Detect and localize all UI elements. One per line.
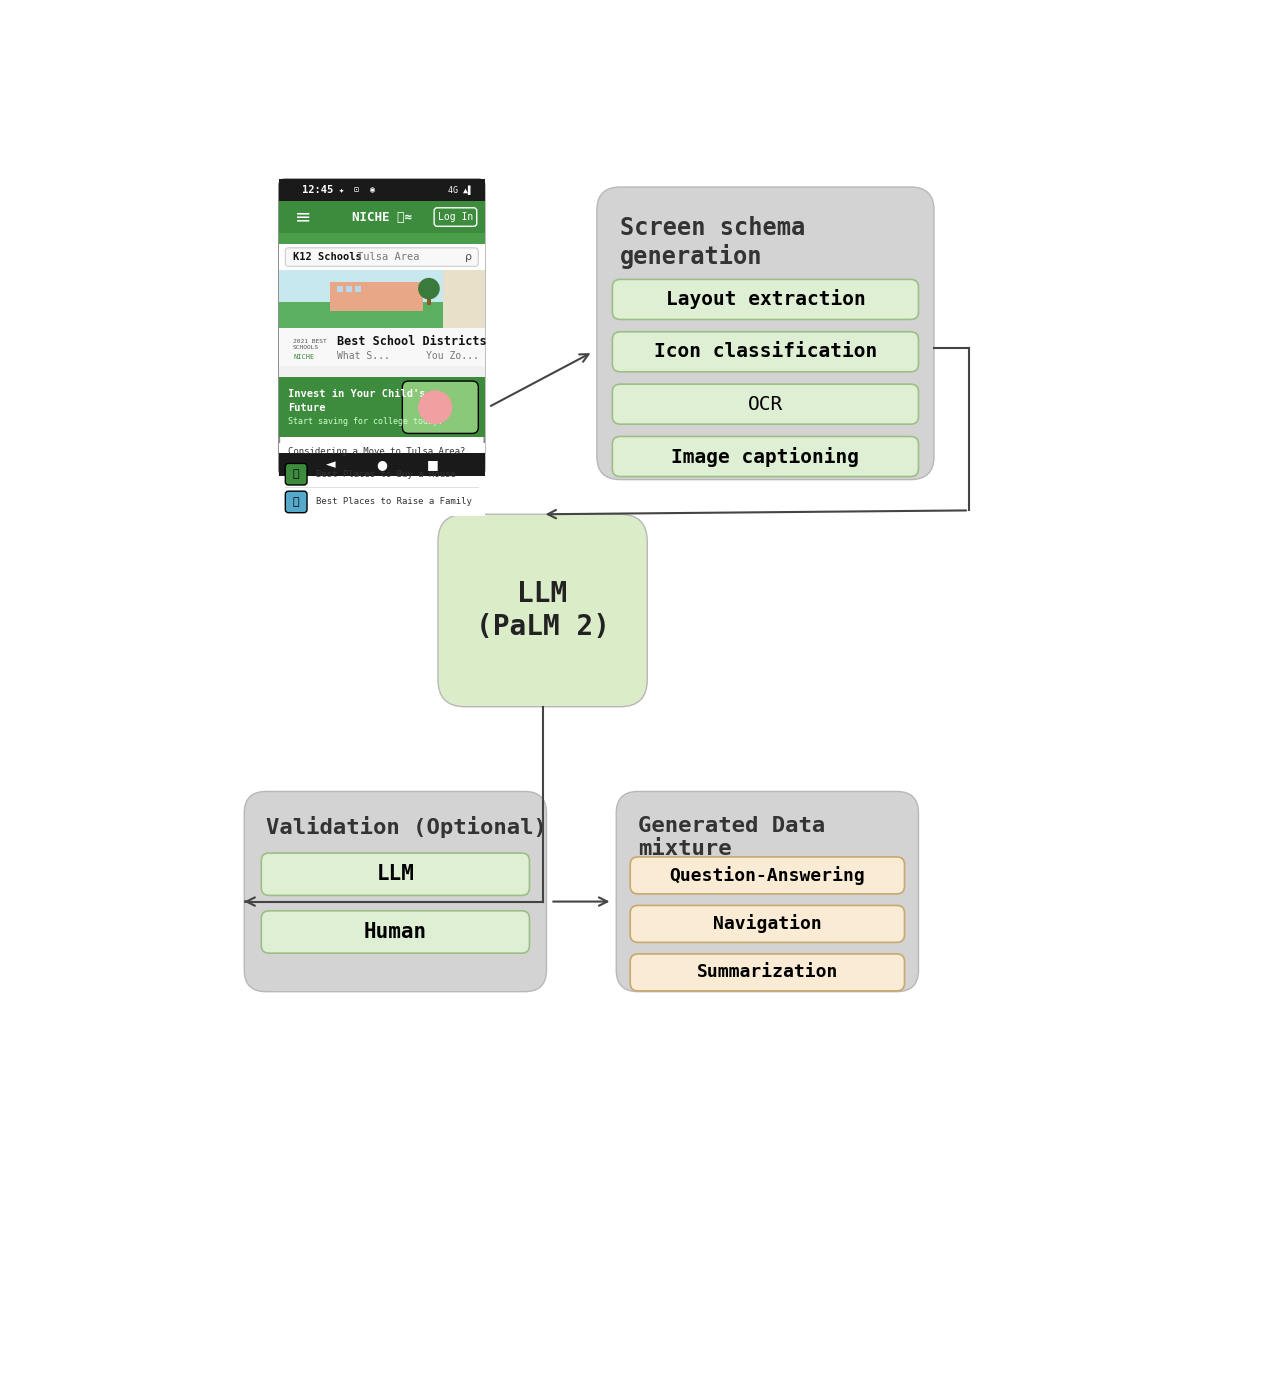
Text: Future: Future [289,403,326,412]
Bar [279,443,485,460]
Text: ◄: ◄ [326,457,336,471]
Text: K12 Schools: K12 Schools [293,252,361,261]
Text: Generated Data
mixture: Generated Data mixture [639,816,826,860]
FancyBboxPatch shape [630,857,904,893]
FancyBboxPatch shape [612,331,918,372]
Text: NICHE: NICHE [293,354,314,361]
Text: ρ: ρ [466,252,472,261]
Text: NICHE ⓝ≈: NICHE ⓝ≈ [352,211,412,224]
Text: OCR: OCR [748,394,784,414]
Text: Validation (Optional): Validation (Optional) [266,816,547,837]
Text: ✦: ✦ [338,186,343,194]
FancyBboxPatch shape [285,464,307,485]
Bar [444,270,485,329]
Text: ◉: ◉ [370,186,375,194]
Text: 12:45: 12:45 [303,185,333,196]
Text: Invest in Your Child's: Invest in Your Child's [289,389,426,400]
Bar [279,245,485,270]
Text: You Zo...: You Zo... [426,351,480,361]
Text: 👤: 👤 [293,496,299,507]
FancyBboxPatch shape [630,906,904,942]
Circle shape [418,278,440,299]
FancyBboxPatch shape [285,247,478,267]
Bar [279,302,485,329]
Text: 🏢: 🏢 [293,470,299,480]
Bar [279,366,485,377]
Text: ≡: ≡ [295,207,310,226]
Text: Human: Human [364,923,427,942]
Bar [279,179,485,201]
Text: ■: ■ [427,457,439,471]
Bar [355,287,361,292]
Text: LLM: LLM [377,864,415,885]
FancyBboxPatch shape [244,791,547,991]
Text: Tulsa Area: Tulsa Area [356,252,420,261]
FancyBboxPatch shape [612,384,918,424]
FancyBboxPatch shape [612,436,918,477]
Text: Start saving for college today.: Start saving for college today. [289,418,444,426]
Text: 4G ▲▌: 4G ▲▌ [448,186,473,194]
Bar [279,329,485,366]
FancyBboxPatch shape [261,853,529,895]
Text: Icon classification: Icon classification [654,343,878,361]
Bar [279,453,485,475]
Bar [279,233,485,245]
Bar [346,287,352,292]
Text: Screen schema
generation: Screen schema generation [621,217,805,270]
Text: ⊡: ⊡ [354,186,359,194]
Bar [279,377,485,438]
Bar [279,460,485,488]
Text: Navigation: Navigation [714,914,822,934]
FancyBboxPatch shape [261,911,529,953]
Text: Considering a Move to Tulsa Area?: Considering a Move to Tulsa Area? [289,447,466,456]
FancyBboxPatch shape [285,491,307,513]
Text: What S...: What S... [337,351,391,361]
Bar [331,282,422,310]
Text: Log In: Log In [438,212,473,222]
FancyBboxPatch shape [630,953,904,991]
Text: ●: ● [377,457,387,471]
Text: Question-Answering: Question-Answering [669,865,865,885]
Bar [427,294,431,305]
Text: Best Places to Raise a Family: Best Places to Raise a Family [317,498,472,506]
Bar [279,270,485,329]
FancyBboxPatch shape [612,280,918,320]
Text: Best Places to Buy a House: Best Places to Buy a House [317,470,457,478]
FancyBboxPatch shape [279,179,485,475]
Bar [279,488,485,516]
FancyBboxPatch shape [616,791,918,991]
Bar [279,201,485,233]
Text: Image captioning: Image captioning [672,446,860,467]
Bar [337,287,343,292]
Circle shape [418,390,453,424]
FancyBboxPatch shape [597,187,934,480]
Text: 2021 BEST
SCHOOLS: 2021 BEST SCHOOLS [293,340,327,351]
Text: Layout extraction: Layout extraction [665,289,865,309]
FancyBboxPatch shape [438,514,647,707]
Text: Summarization: Summarization [697,963,838,981]
Text: Best School Districts: Best School Districts [337,336,487,348]
Text: LLM
(PaLM 2): LLM (PaLM 2) [476,580,609,640]
FancyBboxPatch shape [402,382,478,433]
